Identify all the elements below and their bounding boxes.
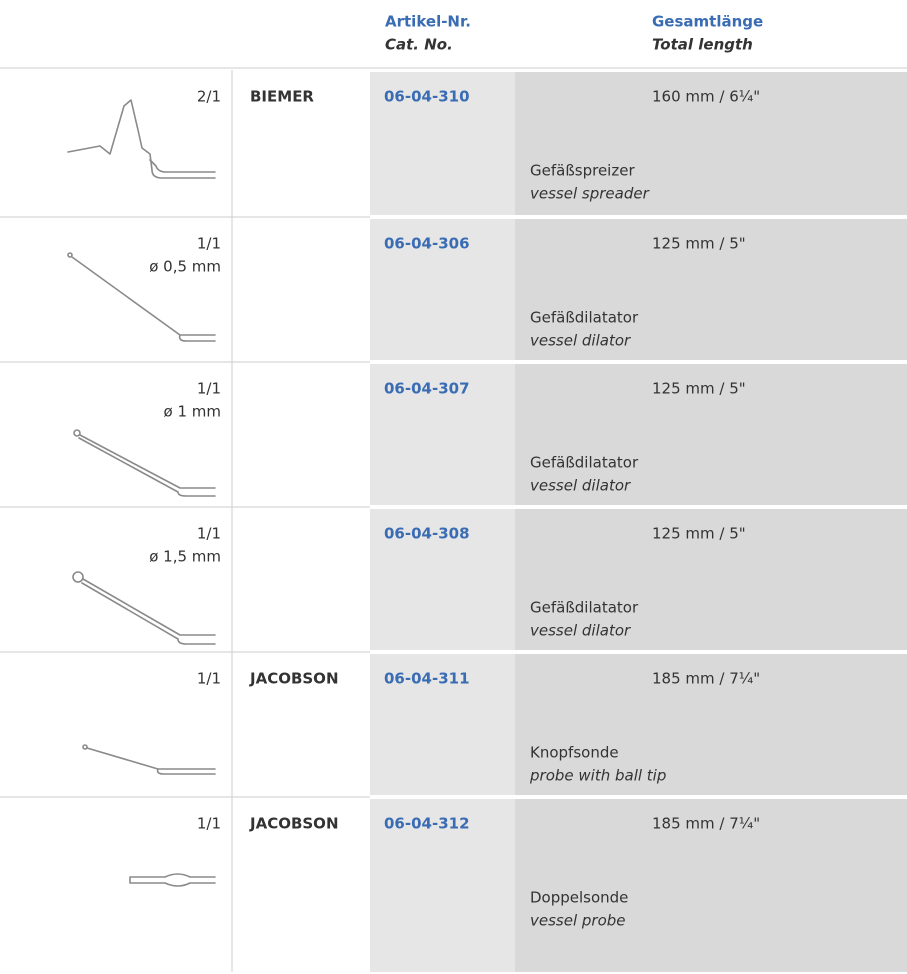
scale: 1/1: [197, 380, 221, 398]
length: 125 mm / 5": [652, 525, 746, 543]
description-en: vessel spreader: [530, 185, 650, 203]
cat-no-cell: [370, 799, 515, 972]
cat-no: 06-04-306: [384, 235, 470, 253]
scale: 1/1: [197, 525, 221, 543]
description-en: vessel dilator: [530, 622, 631, 640]
instrument-name: JACOBSON: [249, 815, 339, 833]
description-de: Gefäßdilatator: [530, 599, 639, 617]
instrument: [67, 252, 216, 342]
scale: 1/1: [197, 235, 221, 253]
header-cat-no: Artikel-Nr.: [385, 13, 471, 31]
description-en: vessel dilator: [530, 332, 631, 350]
length-cell: [515, 72, 907, 215]
scale: 1/1: [197, 815, 221, 833]
scale: 2/1: [197, 88, 221, 106]
cat-no-cell: [370, 654, 515, 795]
description-de: Knopfsonde: [530, 744, 619, 762]
length-cell: [515, 219, 907, 360]
length: 125 mm / 5": [652, 235, 746, 253]
cat-no: 06-04-311: [384, 670, 470, 688]
cat-no: 06-04-310: [384, 88, 470, 106]
instrument-name: JACOBSON: [249, 670, 339, 688]
description-de: Gefäßdilatator: [530, 454, 639, 472]
length-cell: [515, 799, 907, 972]
description-en: vessel dilator: [530, 477, 631, 495]
length-cell: [515, 654, 907, 795]
length: 185 mm / 7¼": [652, 670, 760, 688]
instrument: [67, 99, 216, 179]
cat-no-cell: [370, 509, 515, 650]
description-en: vessel probe: [530, 912, 626, 930]
description-de: Gefäßspreizer: [530, 162, 635, 180]
scale: 1/1: [197, 670, 221, 688]
instrument: [129, 873, 216, 887]
cat-no: 06-04-307: [384, 380, 470, 398]
header-length-en: Total length: [652, 36, 753, 54]
table-background: [0, 72, 907, 972]
instrument: [73, 429, 216, 497]
cat-no: 06-04-308: [384, 525, 470, 543]
cat-no-cell: [370, 219, 515, 360]
length-cell: [515, 364, 907, 505]
cat-no-cell: [370, 72, 515, 215]
length: 160 mm / 6¼": [652, 88, 760, 106]
instrument-drawings: [67, 99, 216, 887]
description-de: Doppelsonde: [530, 889, 628, 907]
header-cat-no-en: Cat. No.: [385, 36, 453, 54]
diameter: ø 1 mm: [164, 403, 221, 421]
length: 185 mm / 7¼": [652, 815, 760, 833]
description-en: probe with ball tip: [529, 767, 666, 785]
diameter: ø 0,5 mm: [149, 258, 221, 276]
length-cell: [515, 509, 907, 650]
diameter: ø 1,5 mm: [149, 548, 221, 566]
length: 125 mm / 5": [652, 380, 746, 398]
description-de: Gefäßdilatator: [530, 309, 639, 327]
instrument: [72, 571, 216, 645]
header-length: Gesamtlänge: [652, 13, 763, 31]
instrument-name: BIEMER: [250, 88, 314, 106]
instrument: [82, 744, 216, 775]
cat-no: 06-04-312: [384, 815, 470, 833]
cat-no-cell: [370, 364, 515, 505]
